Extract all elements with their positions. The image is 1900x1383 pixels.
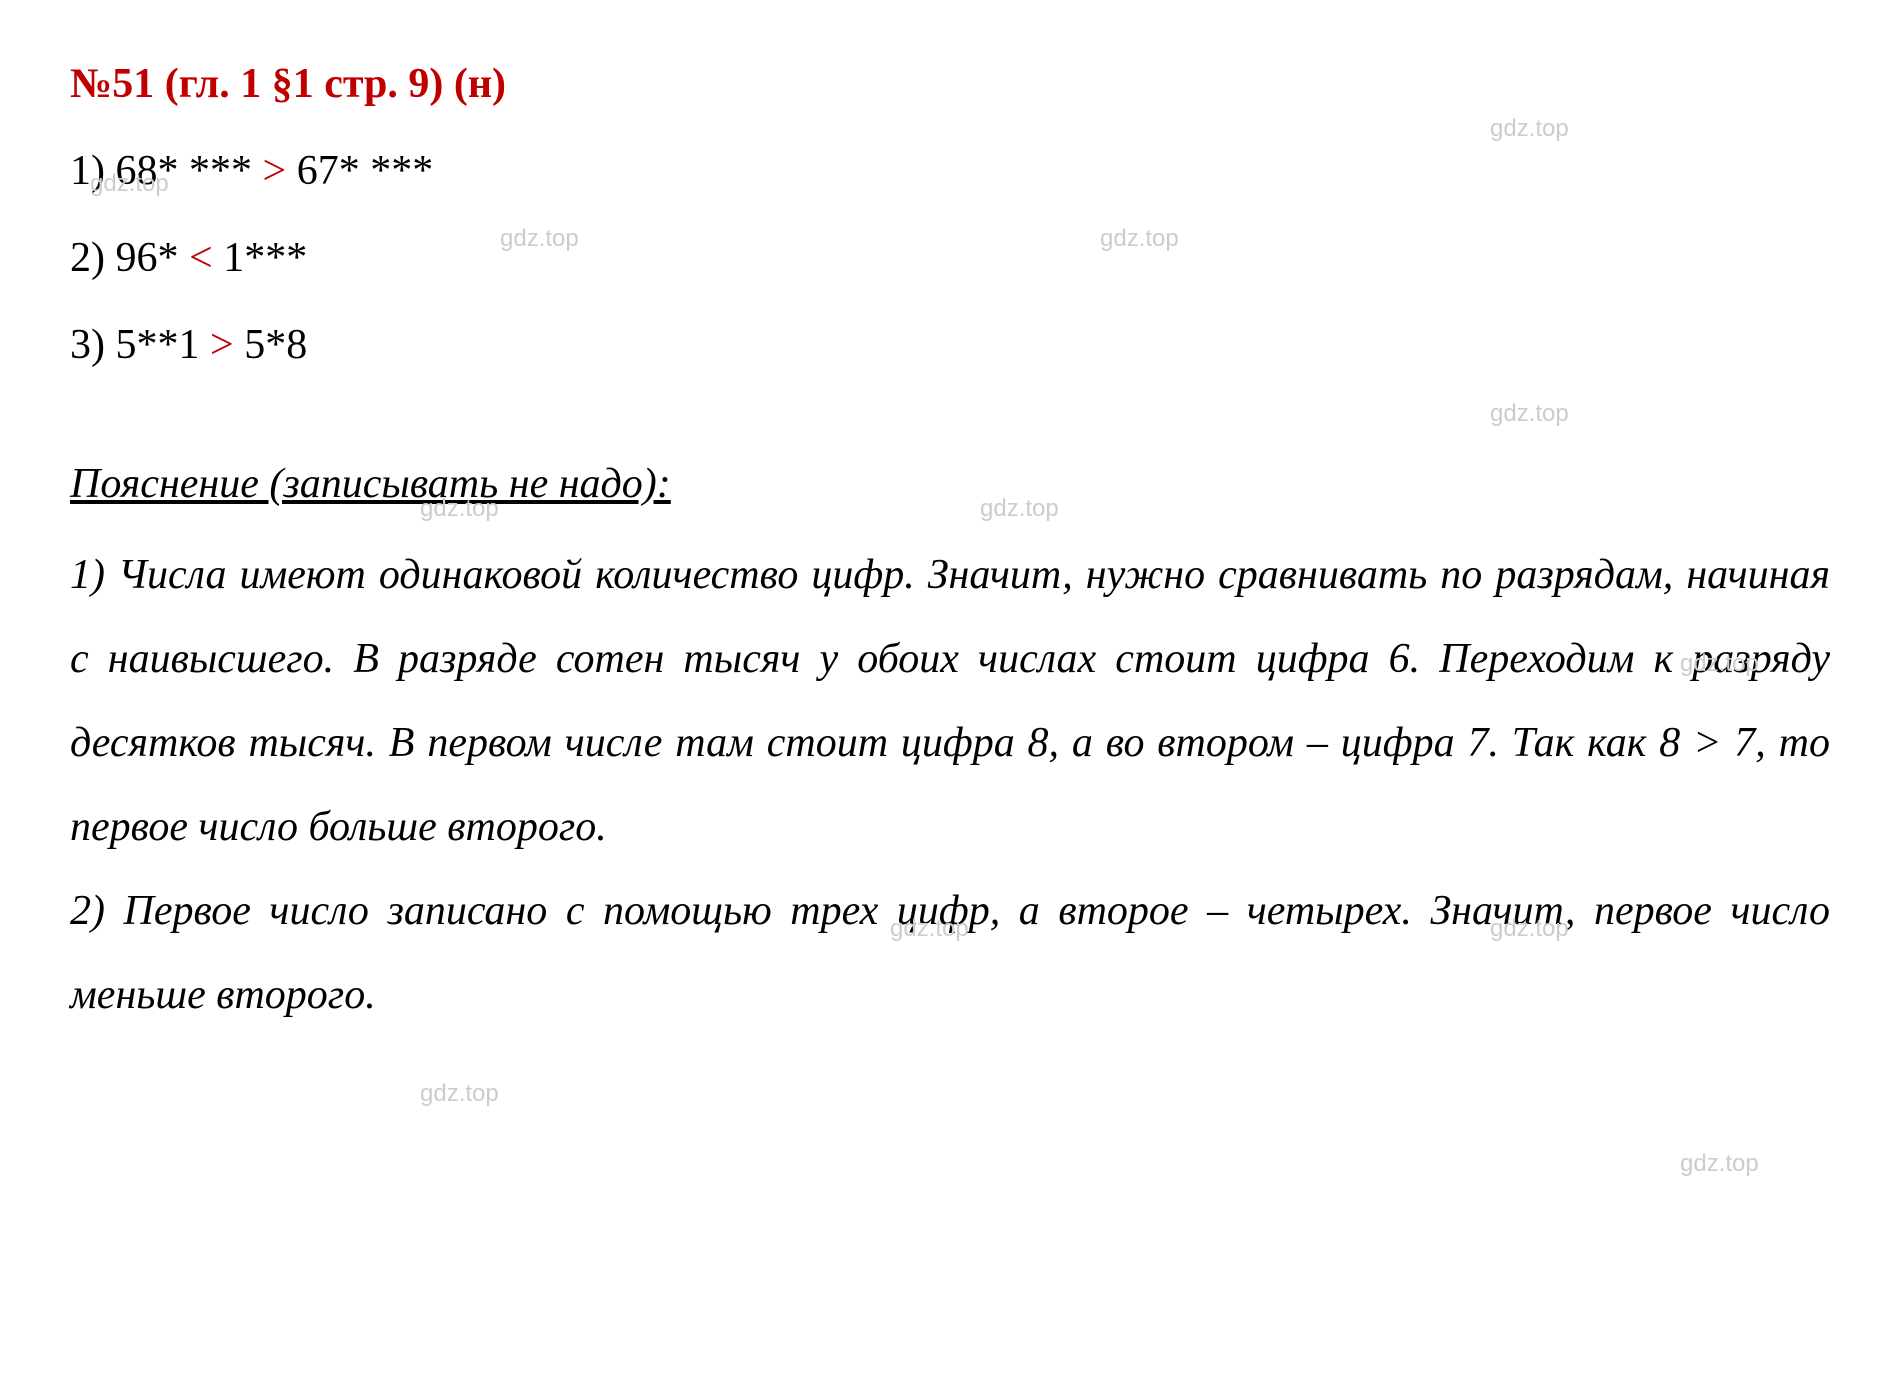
problem-num: 2) (70, 235, 105, 281)
problem-right: 1*** (223, 235, 307, 281)
problem-header: №51 (гл. 1 §1 стр. 9) (н) (70, 60, 1830, 108)
problem-left: 96* (116, 235, 179, 281)
problem-operator: > (263, 148, 287, 194)
header-main: №51 (гл. 1 §1 стр. 9) (70, 61, 443, 107)
problem-3: 3) 5**1 > 5*8 (70, 312, 1830, 379)
watermark: gdz.top (420, 1080, 499, 1108)
problem-num: 1) (70, 148, 105, 194)
watermark: gdz.top (1680, 1150, 1759, 1178)
problem-right: 5*8 (244, 322, 307, 368)
problem-left: 5**1 (116, 322, 200, 368)
problem-left: 68* *** (116, 148, 253, 194)
header-suffix: (н) (443, 61, 506, 107)
problem-1: 1) 68* *** > 67* *** (70, 138, 1830, 205)
problem-2: 2) 96* < 1*** (70, 225, 1830, 292)
problem-num: 3) (70, 322, 105, 368)
watermark: gdz.top (1490, 400, 1569, 428)
explanation-paragraph-2: 2) Первое число записано с помощью трех … (70, 869, 1830, 1037)
problem-operator: > (210, 322, 234, 368)
problem-right: 67* *** (297, 148, 434, 194)
explanation-title: Пояснение (записывать не надо): (70, 460, 1830, 508)
problem-operator: < (189, 235, 213, 281)
explanation-paragraph-1: 1) Числа имеют одинаковой количество циф… (70, 533, 1830, 869)
